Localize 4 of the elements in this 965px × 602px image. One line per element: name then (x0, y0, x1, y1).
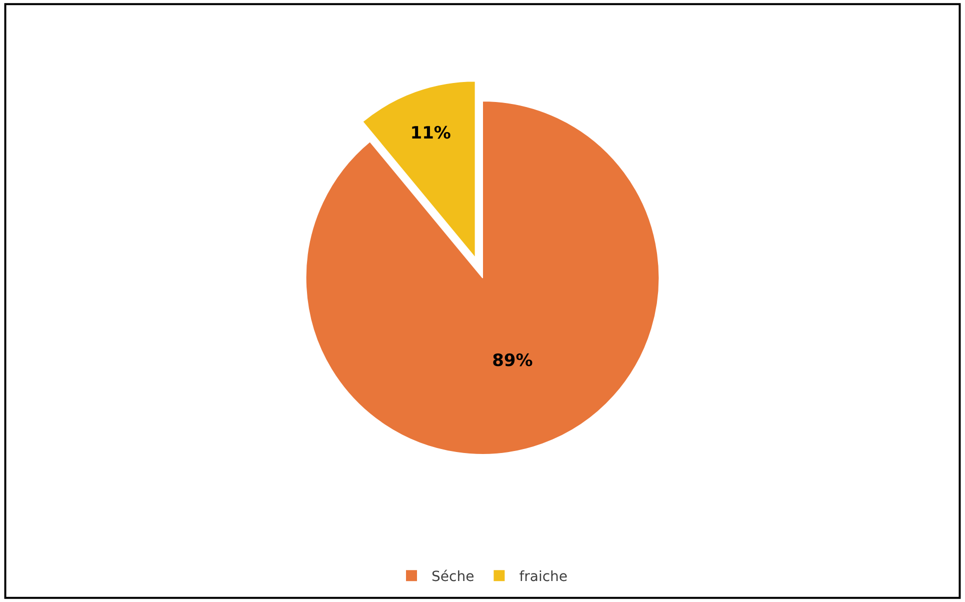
legend-label: fraiche (519, 569, 568, 586)
legend-label: Séche (432, 569, 474, 586)
data-label: 89% (492, 350, 533, 371)
data-label: 11% (410, 124, 451, 144)
